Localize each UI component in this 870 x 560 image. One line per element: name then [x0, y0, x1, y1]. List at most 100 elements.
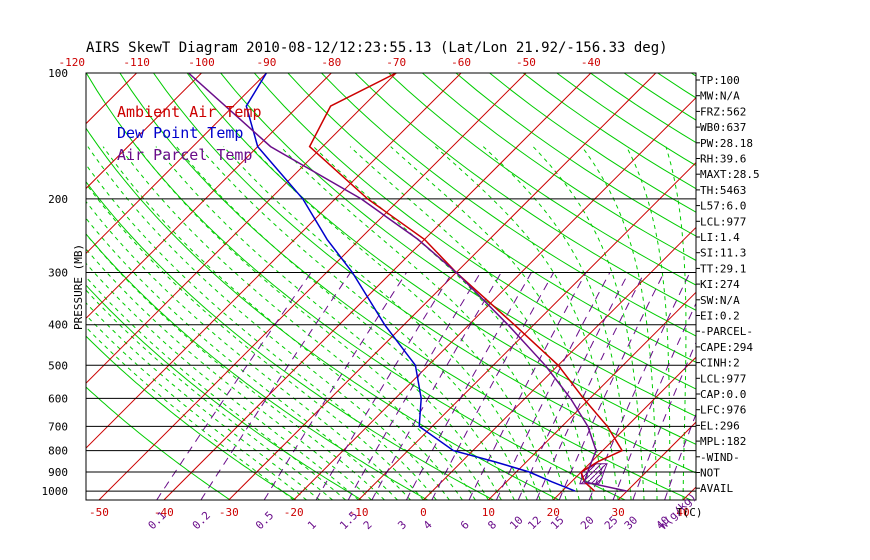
stability-indices: TP:100 MW:N/A FRZ:562 WB0:637 PW:28.18 RH:39.…	[696, 74, 760, 495]
stability-index: MW:N/A	[700, 90, 740, 103]
mixing-ratio-label: 0.5	[253, 509, 276, 532]
dry-adiabat	[759, 73, 870, 500]
mixing-ratio-label: 20	[578, 514, 597, 533]
mixing-ratio-line	[588, 272, 691, 500]
mixing-ratio-label: 3	[395, 518, 409, 532]
stability-index: L57:6.0	[700, 200, 746, 213]
mixing-ratio-line	[535, 272, 645, 500]
mixing-ratio-label: 12	[525, 514, 544, 533]
dry-adiabat	[86, 386, 231, 500]
legend-dew-point-temp: Dew Point Temp	[117, 124, 243, 142]
stability-index: PW:28.18	[700, 137, 753, 150]
mixing-ratio-lines	[156, 272, 696, 500]
dry-adiabat	[86, 73, 626, 500]
isotherm	[228, 73, 657, 500]
stability-index: CAPE:294	[700, 341, 753, 354]
mixing-ratio-line	[632, 341, 696, 500]
pressure-tick-label: 100	[48, 67, 68, 80]
plot-area	[0, 73, 870, 500]
dry-adiabat	[455, 73, 696, 237]
temperature-tick-label: -90	[256, 56, 276, 69]
isotherm	[86, 73, 202, 190]
isotherm	[487, 291, 696, 500]
moist-adiabat	[87, 146, 450, 500]
moist-adiabat	[223, 146, 541, 500]
temperature-axis-top: -120 -110 -100 -90 -80 -70 -60 -50 -40	[58, 56, 600, 69]
profiles	[187, 73, 628, 492]
dry-adiabat	[792, 73, 870, 500]
dew-point-temp-line	[245, 73, 576, 492]
pressure-tick-label: 900	[48, 466, 68, 479]
isotherm	[0, 73, 7, 500]
pressure-tick-label: 300	[48, 267, 68, 280]
stability-index: TH:5463	[700, 184, 746, 197]
mixing-ratio-line	[405, 272, 532, 500]
ambient-air-temp-line	[308, 73, 624, 492]
temperature-tick-label: -60	[451, 56, 471, 69]
temperature-axis-bottom: -50 -40 -30 -20 -10 0 10 20 30 40	[89, 506, 690, 519]
temperature-tick-label: -50	[516, 56, 536, 69]
mixing-ratio-line	[263, 272, 407, 500]
legend-ambient-air-temp: Ambient Air Temp	[117, 103, 262, 121]
dry-adiabat	[186, 73, 696, 445]
stability-index: -WIND-	[700, 451, 740, 464]
stability-index: FRZ:562	[700, 105, 746, 118]
mixing-ratio-label: 1	[305, 518, 319, 532]
mixing-ratio-line	[200, 272, 351, 500]
moist-adiabat	[532, 146, 645, 500]
pressure-tick-label: 400	[48, 319, 68, 332]
temperature-tick-label: -100	[188, 56, 215, 69]
pressure-tick-label: 800	[48, 445, 68, 458]
dry-adiabat	[354, 73, 696, 311]
dry-adiabat	[489, 73, 696, 213]
moist-adiabat	[434, 146, 619, 500]
plot-frame	[85, 72, 697, 501]
stability-index: EL:296	[700, 419, 740, 432]
mixing-ratio-label: 8	[485, 518, 499, 532]
isotherm	[293, 96, 696, 500]
moist-adiabat	[86, 200, 411, 500]
stability-index: CINH:2	[700, 357, 740, 370]
stability-index: MPL:182	[700, 435, 746, 448]
isotherm	[98, 73, 527, 500]
stability-index: LFC:976	[700, 404, 746, 417]
mixing-ratio-label: 6	[458, 518, 472, 532]
temperature-tick-label: -20	[284, 506, 304, 519]
chart-title: AIRS SkewT Diagram 2010-08-12/12:23:55.1…	[86, 40, 668, 56]
temperature-tick-label: -110	[123, 56, 150, 69]
stability-index: EI:0.2	[700, 310, 740, 323]
stability-index: -PARCEL-	[700, 325, 753, 338]
dry-adiabat	[388, 73, 696, 286]
legend-air-parcel-temp: Air Parcel Temp	[117, 146, 252, 164]
pressure-tick-label: 1000	[42, 485, 69, 498]
temperature-tick-label: 30	[612, 506, 625, 519]
legend: Ambient Air Temp Dew Point Temp Air Parc…	[117, 103, 262, 164]
dry-adiabat	[287, 73, 696, 363]
mixing-ratio-label: 4	[421, 518, 435, 532]
mixing-ratio-line	[517, 272, 630, 500]
x-axis-label: T(C)	[676, 506, 703, 519]
moist-adiabat	[86, 326, 294, 500]
mixing-ratio-line	[156, 272, 312, 500]
mixing-ratio-line	[612, 302, 696, 500]
isotherm	[163, 73, 592, 500]
moist-adiabat	[86, 314, 307, 500]
mixing-ratio-line	[495, 272, 611, 500]
dry-adiabat	[86, 180, 494, 500]
temperature-tick-label: -50	[89, 506, 109, 519]
mixing-ratio-line	[371, 272, 502, 500]
stability-index: TP:100	[700, 74, 740, 87]
temperature-tick-label: -30	[219, 506, 239, 519]
temperature-tick-label: -40	[154, 506, 174, 519]
stability-index: MAXT:28.5	[700, 168, 760, 181]
isotherm	[86, 73, 267, 255]
temperature-tick-label: 40	[676, 506, 689, 519]
temperature-tick-label: 20	[547, 506, 560, 519]
isotherm	[617, 421, 696, 500]
isotherm	[0, 73, 72, 500]
isotherm	[86, 73, 397, 384]
mixing-ratio-label: 10	[507, 514, 526, 533]
moist-adiabat	[665, 146, 687, 500]
stability-index: WB0:637	[700, 121, 746, 134]
